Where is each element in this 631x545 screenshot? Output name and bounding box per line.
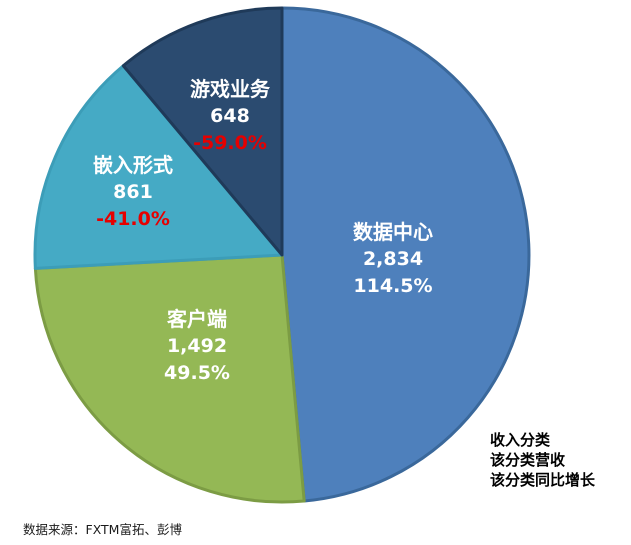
pie-slice-3 [33, 64, 284, 270]
pie-slice-1 [280, 6, 531, 503]
pie-chart [33, 6, 531, 504]
legend-note-line: 收入分类 [490, 431, 551, 449]
legend-note: 收入分类 该分类营收 该分类同比增长 [490, 430, 595, 490]
legend-note-line: 该分类同比增长 [490, 471, 596, 489]
pie-slice-4 [121, 6, 284, 257]
legend-note-line: 该分类营收 [490, 451, 566, 469]
pie-slice-2 [33, 253, 306, 504]
data-source-text: 数据来源：FXTM富拓、彭博 [23, 522, 182, 537]
